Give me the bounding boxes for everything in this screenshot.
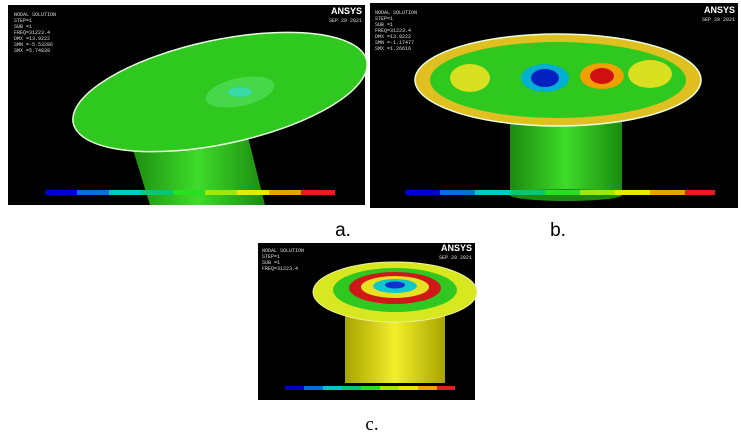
region <box>628 60 672 88</box>
region <box>450 64 490 92</box>
colorbar <box>45 190 335 195</box>
ring <box>385 282 405 289</box>
dish-core <box>228 87 252 97</box>
colorbar <box>285 386 455 390</box>
info-line: SMX =1.26616 <box>375 46 411 52</box>
region <box>531 69 559 87</box>
region <box>590 68 614 84</box>
logo: ANSYS <box>331 6 362 16</box>
panel-b: ANSYS SEP 29 2021 NODAL SOLUTIONSTEP=1SU… <box>370 3 738 208</box>
panel-label: b. <box>550 220 566 241</box>
figure: ANSYS SEP 29 2021 NODAL SOLUTIONSTEP=1SU… <box>0 0 741 438</box>
colorbar <box>405 190 715 195</box>
info-line: SMX =5.74839 <box>14 48 50 54</box>
info-line: FREQ=31223.4 <box>262 266 298 272</box>
panel-c: ANSYS SEP 29 2021 NODAL SOLUTIONSTEP=1SU… <box>258 243 477 400</box>
logo: ANSYS <box>704 5 735 15</box>
date: SEP 29 2021 <box>702 17 735 23</box>
date: SEP 29 2021 <box>439 255 472 261</box>
panel-a: ANSYS SEP 29 2021 NODAL SOLUTIONSTEP=1SU… <box>8 5 378 205</box>
date: SEP 29 2021 <box>329 18 362 24</box>
panel-label: a. <box>335 220 351 241</box>
panel-label: c. <box>365 414 378 435</box>
logo: ANSYS <box>441 243 472 253</box>
